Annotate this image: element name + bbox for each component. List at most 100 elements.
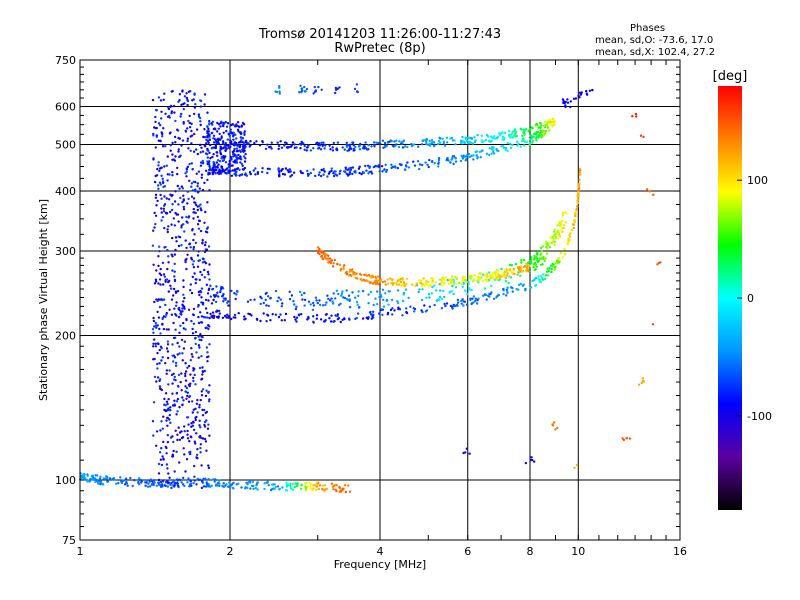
data-point [91, 474, 95, 477]
data-point [351, 141, 354, 145]
data-point [264, 292, 267, 295]
data-point [278, 90, 281, 93]
data-point [312, 315, 315, 318]
data-point [211, 123, 214, 126]
data-point [565, 212, 568, 215]
data-point [171, 354, 174, 357]
data-point [541, 263, 544, 266]
data-point [554, 265, 557, 269]
data-point [155, 380, 158, 383]
data-point [480, 134, 484, 137]
data-point [192, 217, 195, 220]
data-point [454, 275, 457, 279]
data-point [183, 307, 186, 310]
data-point [207, 273, 210, 276]
data-point [192, 376, 195, 380]
data-point [368, 165, 372, 168]
data-point [379, 293, 383, 296]
data-point [213, 480, 216, 483]
data-point [555, 259, 559, 263]
data-point [303, 144, 306, 148]
data-point [194, 103, 197, 106]
data-point [206, 125, 209, 129]
data-point [184, 370, 188, 373]
data-point [373, 281, 376, 284]
data-point [230, 140, 233, 143]
data-point [138, 478, 141, 482]
data-point [476, 279, 480, 282]
data-point [406, 277, 409, 281]
data-point [499, 275, 502, 278]
data-point [197, 335, 200, 338]
data-point [330, 167, 333, 170]
data-point [158, 385, 162, 388]
data-point [168, 476, 171, 479]
data-point [245, 140, 248, 144]
data-point [178, 308, 181, 311]
data-point [174, 361, 178, 365]
data-point [539, 124, 543, 127]
data-point [225, 129, 228, 133]
data-point [277, 315, 281, 319]
data-point [559, 251, 563, 255]
data-point [519, 266, 522, 269]
data-point [573, 466, 576, 469]
data-point [177, 315, 181, 319]
data-point [163, 275, 166, 278]
data-point [160, 463, 164, 467]
data-point [212, 314, 215, 317]
data-point [155, 174, 159, 177]
data-point [511, 271, 514, 274]
colorbar-label: [deg] [713, 69, 748, 84]
data-point [511, 143, 514, 147]
data-point [157, 481, 160, 485]
data-point [155, 430, 159, 433]
data-point [385, 144, 388, 148]
data-point [197, 227, 201, 230]
data-point [330, 297, 333, 300]
data-point [460, 302, 463, 305]
data-point [176, 213, 180, 216]
data-point [166, 340, 170, 343]
data-point [315, 485, 319, 488]
data-point [195, 128, 199, 131]
data-point [519, 127, 522, 130]
data-point [551, 236, 555, 239]
data-point [170, 373, 174, 377]
data-point [366, 317, 370, 320]
data-point [238, 157, 241, 160]
data-point [160, 117, 163, 120]
data-point [288, 290, 291, 293]
data-point [628, 437, 632, 440]
data-point [227, 166, 231, 169]
data-point [206, 292, 210, 295]
data-point [205, 142, 208, 145]
data-point [527, 130, 530, 133]
data-point [199, 443, 202, 446]
data-point [155, 484, 158, 487]
data-point [269, 488, 273, 492]
data-point [183, 453, 186, 456]
data-point [563, 247, 566, 251]
data-point [180, 313, 183, 316]
data-point [241, 141, 244, 144]
data-point [207, 423, 210, 426]
data-point [276, 299, 279, 303]
data-point [205, 248, 209, 251]
data-point [401, 141, 404, 144]
data-point [467, 282, 471, 285]
data-point [211, 288, 214, 291]
data-point [175, 450, 178, 453]
data-point [208, 485, 212, 488]
data-point [162, 98, 165, 102]
data-point [145, 479, 148, 483]
data-point [200, 335, 203, 338]
data-point [255, 317, 259, 321]
data-point [184, 470, 187, 473]
data-point [396, 301, 400, 305]
data-point [165, 164, 168, 167]
data-point [199, 311, 202, 314]
data-point [203, 181, 206, 185]
data-point [169, 284, 172, 287]
data-point [228, 159, 231, 163]
